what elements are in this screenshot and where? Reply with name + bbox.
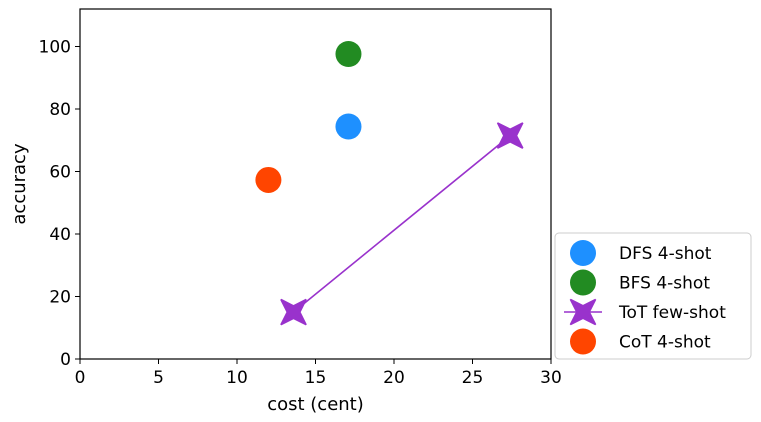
x-axis-label: cost (cent) — [267, 394, 364, 415]
y-axis-label: accuracy — [9, 143, 30, 225]
legend-item-tot-few-shot: ToT few-shot — [564, 298, 726, 326]
dfs-4-shot-point — [335, 113, 362, 140]
y-tick-label: 100 — [39, 38, 71, 58]
legend-item-dfs-4-shot: DFS 4-shot — [570, 240, 712, 266]
cot-4-shot-point — [255, 166, 282, 193]
x-tick-label: 0 — [75, 368, 86, 388]
legend-marker-dfs-4-shot — [570, 240, 596, 266]
plot-frame — [79, 8, 552, 360]
y-axis-ticks: 0 20 40 60 80 100 — [39, 38, 80, 370]
tot-few-shot-line — [292, 134, 511, 313]
data-marks — [255, 41, 524, 326]
legend-marker-tot-few-shot-shape — [569, 298, 597, 326]
y-tick-label: 80 — [49, 100, 71, 120]
tot-few-shot-point-shape — [496, 122, 524, 149]
y-tick-label: 40 — [49, 225, 71, 245]
y-tick-label: 60 — [49, 163, 71, 183]
legend-item-cot-4-shot: CoT 4-shot — [570, 328, 711, 355]
x-tick-label: 25 — [462, 368, 484, 388]
legend-frame — [554, 232, 752, 360]
legend-marker-bfs-4-shot — [570, 269, 596, 296]
legend-label-cot-4-shot: CoT 4-shot — [619, 333, 711, 353]
tot-few-shot-point-shape — [280, 298, 307, 326]
x-tick-label: 30 — [540, 368, 562, 388]
legend-marker-tot-few-shot — [569, 298, 597, 326]
legend-marker-cot-4-shot — [570, 328, 596, 355]
x-tick-label: 15 — [305, 368, 327, 388]
legend: DFS 4-shot BFS 4-shot ToT few-shot CoT 4-sh… — [554, 232, 752, 360]
x-tick-label: 10 — [226, 368, 248, 388]
x-tick-label: 20 — [383, 368, 405, 388]
legend-item-bfs-4-shot: BFS 4-shot — [570, 269, 710, 296]
bfs-4-shot-point — [335, 41, 362, 67]
tot-few-shot-point — [496, 122, 524, 149]
legend-label-bfs-4-shot: BFS 4-shot — [619, 274, 710, 294]
y-tick-label: 0 — [60, 350, 71, 370]
legend-label-tot-few-shot: ToT few-shot — [618, 303, 726, 323]
x-tick-label: 5 — [153, 368, 164, 388]
tot-few-shot-point — [280, 298, 307, 326]
legend-label-dfs-4-shot: DFS 4-shot — [619, 244, 712, 264]
x-axis-ticks: 0 5 10 15 20 25 30 — [75, 359, 562, 388]
y-tick-label: 20 — [49, 288, 71, 308]
